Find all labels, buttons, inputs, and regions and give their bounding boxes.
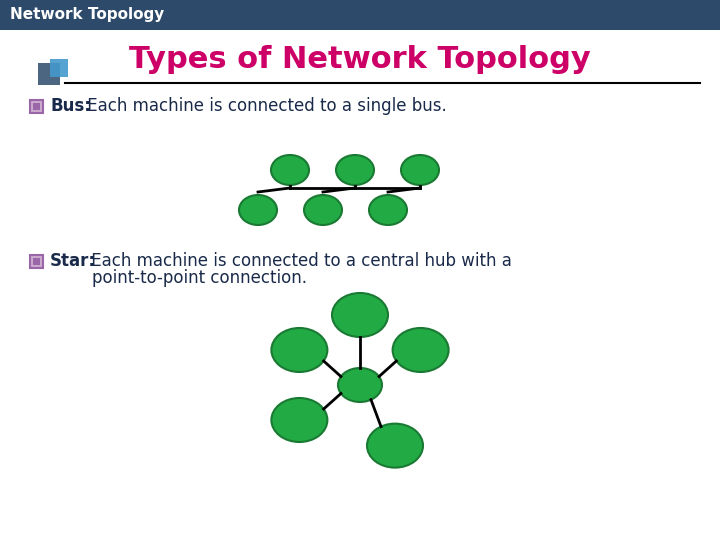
FancyBboxPatch shape	[50, 59, 68, 77]
Text: Network Topology: Network Topology	[10, 8, 164, 23]
FancyBboxPatch shape	[30, 100, 43, 113]
Ellipse shape	[332, 293, 388, 337]
Ellipse shape	[271, 328, 328, 372]
Ellipse shape	[304, 195, 342, 225]
Ellipse shape	[392, 328, 449, 372]
Ellipse shape	[239, 195, 277, 225]
Text: point-to-point connection.: point-to-point connection.	[50, 269, 307, 287]
Ellipse shape	[338, 368, 382, 402]
FancyBboxPatch shape	[38, 63, 60, 85]
Ellipse shape	[271, 155, 309, 185]
Text: Types of Network Topology: Types of Network Topology	[129, 45, 591, 75]
Ellipse shape	[336, 155, 374, 185]
Ellipse shape	[401, 155, 439, 185]
Ellipse shape	[369, 195, 407, 225]
FancyBboxPatch shape	[33, 258, 40, 265]
FancyBboxPatch shape	[30, 255, 43, 268]
Text: Bus:: Bus:	[50, 97, 91, 115]
Text: Star:: Star:	[50, 252, 96, 270]
FancyBboxPatch shape	[0, 0, 720, 30]
Text: Each machine is connected to a central hub with a: Each machine is connected to a central h…	[86, 252, 512, 270]
Ellipse shape	[271, 398, 328, 442]
FancyBboxPatch shape	[33, 103, 40, 110]
Text: Each machine is connected to a single bus.: Each machine is connected to a single bu…	[82, 97, 446, 115]
Ellipse shape	[367, 423, 423, 468]
